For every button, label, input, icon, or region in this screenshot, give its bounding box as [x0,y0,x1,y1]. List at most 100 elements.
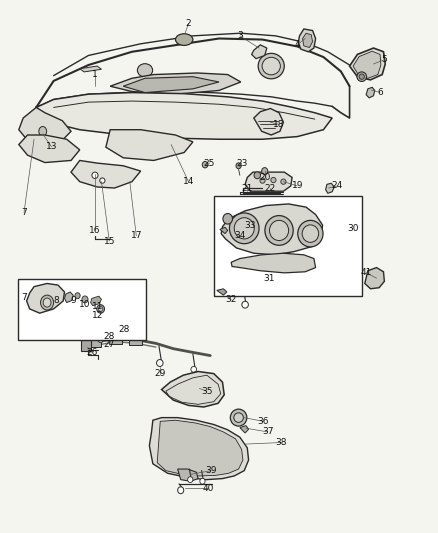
Text: 7: 7 [21,208,27,217]
Polygon shape [231,253,316,273]
Ellipse shape [99,306,103,311]
Polygon shape [36,93,332,139]
Text: 12: 12 [92,311,104,320]
Ellipse shape [236,163,241,168]
Polygon shape [19,108,71,144]
Ellipse shape [113,330,118,336]
Text: 27: 27 [104,341,115,350]
Ellipse shape [234,413,244,422]
Text: 14: 14 [183,177,194,186]
Text: 29: 29 [155,369,166,378]
Text: 13: 13 [46,142,57,151]
Polygon shape [245,172,292,191]
Ellipse shape [75,293,80,298]
Polygon shape [149,418,249,480]
Ellipse shape [262,58,280,75]
Ellipse shape [230,213,259,244]
Ellipse shape [104,333,110,338]
Polygon shape [325,183,334,193]
Ellipse shape [223,214,233,224]
Bar [214,196,362,296]
Text: 34: 34 [234,231,246,240]
Polygon shape [221,204,322,255]
Ellipse shape [242,301,248,308]
Ellipse shape [281,179,286,184]
Polygon shape [365,268,385,289]
Polygon shape [27,284,64,313]
Text: 19: 19 [292,181,303,190]
Text: 30: 30 [347,224,359,233]
Polygon shape [254,109,283,135]
Text: 38: 38 [275,438,286,447]
Ellipse shape [98,337,103,343]
Polygon shape [252,45,267,59]
Polygon shape [71,160,141,188]
Ellipse shape [43,298,51,307]
Ellipse shape [302,225,319,243]
Polygon shape [91,296,102,306]
Text: 1: 1 [92,70,98,79]
Text: 25: 25 [204,159,215,167]
Ellipse shape [298,220,323,247]
Ellipse shape [41,295,53,310]
Text: 9: 9 [71,296,76,305]
Text: 3: 3 [237,31,243,41]
Ellipse shape [156,360,163,367]
Polygon shape [350,48,385,80]
Bar [129,334,142,345]
Text: 36: 36 [258,417,269,426]
Polygon shape [178,469,198,481]
Text: 39: 39 [205,466,217,475]
Ellipse shape [187,477,193,482]
Text: 17: 17 [131,231,142,240]
Polygon shape [162,372,224,407]
Ellipse shape [200,478,205,484]
Polygon shape [353,51,381,78]
Ellipse shape [82,296,88,303]
Text: 21: 21 [242,183,253,192]
Text: 20: 20 [259,173,270,182]
Text: 31: 31 [263,273,275,282]
Polygon shape [157,420,243,476]
Text: 22: 22 [265,183,276,192]
Ellipse shape [359,74,364,79]
Text: 15: 15 [103,237,115,246]
Polygon shape [303,33,313,47]
Ellipse shape [39,126,47,136]
Text: 32: 32 [226,295,237,304]
Bar [88,336,102,347]
Text: 18: 18 [273,120,285,129]
Text: 16: 16 [89,226,101,235]
Text: 41: 41 [360,268,372,277]
Text: 26: 26 [86,348,98,357]
Text: 33: 33 [244,221,256,230]
Text: 6: 6 [377,88,383,97]
Text: 23: 23 [236,159,247,167]
Polygon shape [106,130,193,160]
Text: 24: 24 [332,181,343,190]
Text: 35: 35 [201,386,212,395]
Text: 40: 40 [202,483,214,492]
Ellipse shape [357,72,367,82]
Text: 8: 8 [53,296,59,305]
Ellipse shape [176,34,193,45]
Polygon shape [19,135,80,163]
Text: 28: 28 [104,332,115,341]
Text: 5: 5 [381,55,387,64]
Ellipse shape [234,217,254,239]
Bar [81,340,92,351]
Ellipse shape [271,177,276,183]
Polygon shape [240,425,249,433]
Polygon shape [217,289,227,295]
Text: 10: 10 [79,300,91,309]
Bar [109,333,122,344]
Polygon shape [220,227,228,233]
Ellipse shape [258,53,284,79]
Ellipse shape [254,172,261,179]
Bar [18,279,146,340]
Ellipse shape [261,167,268,174]
Text: 11: 11 [92,302,104,311]
Polygon shape [110,73,241,94]
Text: 2: 2 [186,19,191,28]
Ellipse shape [230,409,247,426]
